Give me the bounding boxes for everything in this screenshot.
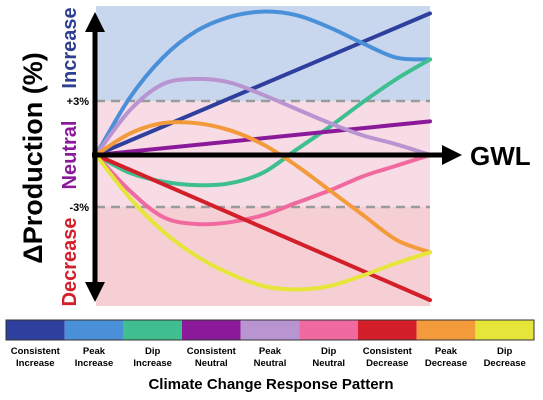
zone-decrease-bg	[96, 207, 430, 306]
legend-swatch	[64, 320, 124, 340]
threshold-label-plus3: +3%	[67, 96, 90, 108]
series-line-dip-decrease	[94, 153, 432, 292]
legend-label-line2: Increase	[133, 358, 172, 369]
series-line-peak-decrease	[94, 120, 432, 255]
zone-label-neutral: Neutral	[59, 121, 81, 190]
legend: ConsistentIncreasePeakIncreaseDipIncreas…	[5, 319, 535, 369]
legend-title: Climate Change Response Pattern	[148, 376, 393, 393]
legend-swatch	[475, 320, 534, 340]
legend-swatch	[299, 320, 358, 340]
legend-label-line1: Peak	[83, 346, 106, 357]
legend-label-line2: Neutral	[312, 358, 345, 369]
x-axis-label: GWL	[470, 141, 531, 171]
y-axis-label: ΔProduction (%)	[18, 52, 48, 263]
legend-label-line1: Peak	[435, 346, 458, 357]
legend-label-line1: Consistent	[187, 346, 237, 357]
legend-label-line1: Consistent	[363, 346, 413, 357]
series-line-peak-neutral	[94, 76, 432, 157]
legend-label-line2: Decrease	[484, 358, 526, 369]
legend-label-line2: Decrease	[425, 358, 467, 369]
threshold-label-minus3: -3%	[69, 202, 89, 214]
legend-border	[5, 319, 535, 341]
legend-swatch	[123, 320, 182, 340]
legend-swatch	[182, 320, 241, 340]
legend-swatch	[416, 320, 476, 340]
series-line-consistent-neutral	[94, 119, 432, 157]
legend-swatch	[6, 320, 65, 340]
series-line-dip-neutral	[94, 153, 432, 227]
legend-label-line2: Increase	[16, 358, 55, 369]
legend-swatch	[240, 320, 300, 340]
series-group	[94, 9, 432, 303]
legend-label-line1: Peak	[259, 346, 282, 357]
legend-label-line1: Dip	[497, 346, 513, 357]
series-line-consistent-increase	[94, 11, 432, 157]
zone-label-decrease: Decrease	[59, 218, 81, 307]
legend-label-line1: Dip	[321, 346, 337, 357]
series-line-peak-increase	[94, 9, 432, 157]
legend-label-line2: Neutral	[254, 358, 287, 369]
legend-label-line2: Neutral	[195, 358, 228, 369]
legend-label-line1: Consistent	[11, 346, 61, 357]
legend-swatch	[358, 320, 417, 340]
legend-label-line2: Decrease	[366, 358, 408, 369]
legend-label-line1: Dip	[145, 346, 161, 357]
zone-label-increase: Increase	[59, 7, 81, 88]
legend-label-line2: Increase	[75, 358, 114, 369]
series-line-consistent-decrease	[94, 153, 432, 303]
